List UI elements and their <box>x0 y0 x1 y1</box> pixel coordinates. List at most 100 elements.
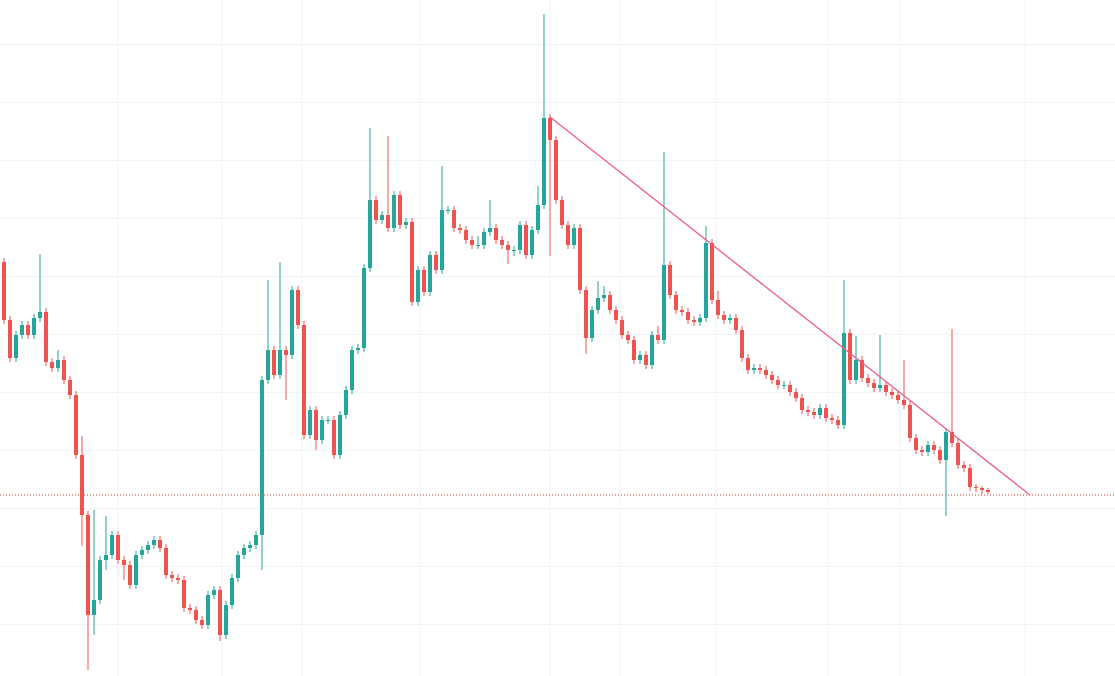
candle-body <box>644 355 648 365</box>
candle-body <box>32 318 36 335</box>
candle-body <box>158 540 162 548</box>
candle-body <box>530 230 534 255</box>
candle-body <box>806 410 810 412</box>
candle-body <box>944 432 948 460</box>
candles <box>2 14 990 670</box>
candle-body <box>560 200 564 225</box>
candle-body <box>548 118 552 140</box>
candle-body <box>482 232 486 245</box>
candle-body <box>314 410 318 440</box>
candle-body <box>356 348 360 350</box>
candle-body <box>368 200 372 268</box>
candle-body <box>434 255 438 270</box>
candle-body <box>512 250 516 251</box>
candle-body <box>596 298 600 310</box>
candle-body <box>182 580 186 608</box>
candle-body <box>920 450 924 452</box>
candle-body <box>254 535 258 545</box>
candle-body <box>338 415 342 455</box>
candle-body <box>218 590 222 635</box>
candle-body <box>698 318 702 322</box>
candle-body <box>650 335 654 365</box>
candle-body <box>398 195 402 225</box>
candle-body <box>524 225 528 255</box>
candle-body <box>926 445 930 452</box>
candle-body <box>590 310 594 338</box>
candle-body <box>296 290 300 325</box>
candle-body <box>572 228 576 245</box>
candle-body <box>980 488 984 490</box>
candle-body <box>284 350 288 355</box>
candle-body <box>854 360 858 380</box>
candle-body <box>230 578 234 605</box>
candle-body <box>272 350 276 375</box>
candle-body <box>734 318 738 330</box>
candle-body <box>776 380 780 385</box>
candle-body <box>782 385 786 386</box>
candle-body <box>818 408 822 415</box>
candle-body <box>764 370 768 375</box>
candle-body <box>752 368 756 370</box>
candle-body <box>242 548 246 555</box>
candle-body <box>302 325 306 435</box>
candle-body <box>824 408 828 418</box>
candle-body <box>212 590 216 595</box>
candle-body <box>446 210 450 211</box>
candle-body <box>428 255 432 292</box>
candle-body <box>410 222 414 302</box>
candle-body <box>86 515 90 615</box>
candle-body <box>74 395 78 455</box>
candle-body <box>260 380 264 535</box>
candle-body <box>692 320 696 322</box>
candle-body <box>878 385 882 388</box>
candle-body <box>608 295 612 310</box>
candle-body <box>620 320 624 335</box>
candle-body <box>638 355 642 360</box>
candle-body <box>110 535 114 555</box>
candle-body <box>626 335 630 340</box>
candle-body <box>674 295 678 310</box>
candle-body <box>932 445 936 450</box>
candle-body <box>836 420 840 425</box>
candle-body <box>152 540 156 545</box>
candle-body <box>266 350 270 380</box>
candle-body <box>830 418 834 420</box>
candle-body <box>176 578 180 580</box>
candle-body <box>614 310 618 320</box>
candle-body <box>236 555 240 578</box>
candle-body <box>668 265 672 295</box>
candle-body <box>92 600 96 615</box>
candle-body <box>290 290 294 355</box>
candle-body <box>326 420 330 421</box>
candle-body <box>470 240 474 245</box>
candle-body <box>146 545 150 550</box>
candle-body <box>8 320 12 358</box>
candle-body <box>200 620 204 625</box>
trend-line <box>549 116 1031 496</box>
candle-body <box>812 412 816 415</box>
candle-body <box>500 240 504 245</box>
candle-body <box>362 268 366 348</box>
candle-body <box>686 312 690 320</box>
candle-body <box>704 243 708 318</box>
candle-body <box>986 490 990 492</box>
candle-body <box>602 295 606 298</box>
candle-body <box>914 438 918 450</box>
candle-body <box>224 605 228 635</box>
candle-body <box>56 360 60 368</box>
candle-body <box>206 595 210 625</box>
candle-body <box>842 333 846 425</box>
candle-body <box>104 555 108 560</box>
candle-body <box>164 548 168 575</box>
candle-body <box>884 385 888 392</box>
candle-body <box>98 560 102 600</box>
candle-body <box>860 360 864 378</box>
candle-body <box>2 262 6 320</box>
candle-body <box>662 265 666 340</box>
candle-body <box>134 555 138 585</box>
candle-body <box>452 210 456 228</box>
candle-body <box>578 228 582 290</box>
candle-body <box>494 228 498 240</box>
candle-body <box>800 398 804 410</box>
